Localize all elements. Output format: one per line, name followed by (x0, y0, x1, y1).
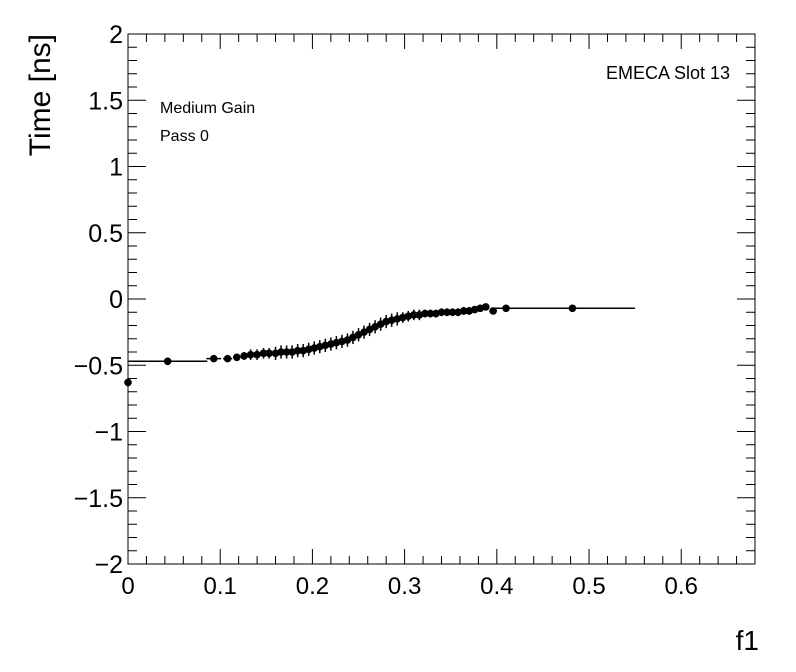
x-tick-label: 0.6 (665, 573, 698, 600)
point-marker (259, 349, 268, 358)
data-point (443, 308, 451, 317)
x-tick-label: 0.4 (480, 573, 513, 600)
x-axis-label: f1 (736, 625, 759, 656)
point-marker (437, 308, 446, 317)
y-tick-label: 0.5 (88, 220, 123, 248)
data-point (222, 354, 233, 363)
data-points (124, 303, 636, 387)
x-tick-label: 0.3 (388, 573, 421, 600)
data-point (437, 308, 446, 317)
y-axis-label: Time [ns] (24, 34, 57, 156)
data-point (459, 306, 468, 315)
point-marker (410, 311, 418, 319)
point-marker (459, 307, 468, 315)
y-tick-labels: −2 −1.5 −1 −0.5 0 0.5 1 1.5 2 (74, 21, 123, 579)
y-tick-label: −0.5 (74, 352, 123, 380)
point-marker (233, 353, 241, 362)
y-tick-label: −2 (94, 551, 123, 579)
axis-ticks (127, 33, 756, 565)
y-tick-label: −1.5 (74, 485, 123, 513)
point-marker (293, 346, 302, 355)
data-point (240, 352, 248, 360)
annotation-gain: Medium Gain (160, 100, 255, 117)
point-marker (443, 308, 451, 317)
point-marker (246, 350, 255, 359)
data-point (265, 348, 273, 359)
data-point (338, 334, 346, 349)
data-point (233, 353, 241, 362)
x-tick-labels: 0 0.1 0.2 0.3 0.4 0.5 0.6 (121, 573, 698, 600)
point-marker (163, 357, 172, 366)
point-marker (568, 304, 577, 313)
point-marker (421, 309, 429, 318)
y-tick-label: 2 (109, 21, 123, 49)
x-tick-label: 0.2 (296, 573, 329, 600)
x-tick-label: 0.1 (204, 573, 237, 600)
point-marker (253, 350, 261, 359)
point-marker (209, 354, 218, 363)
point-marker (448, 308, 457, 317)
y-tick-label: −1 (94, 419, 123, 447)
x-tick-label: 0 (121, 573, 134, 600)
x-tick-label: 0.5 (572, 573, 605, 600)
data-point (124, 378, 132, 387)
data-point (509, 304, 636, 313)
data-point (246, 349, 255, 360)
point-marker (223, 354, 232, 363)
point-marker (277, 348, 285, 356)
point-marker (240, 352, 248, 360)
data-point (253, 349, 261, 360)
point-marker (265, 349, 273, 358)
data-point (481, 303, 490, 311)
point-marker (481, 303, 490, 311)
annotation-slot: EMECA Slot 13 (606, 63, 730, 83)
point-marker (502, 304, 510, 313)
point-marker (124, 378, 132, 387)
data-point (206, 354, 222, 363)
y-tick-label: 1.5 (88, 87, 123, 115)
point-marker (426, 309, 435, 318)
data-point (293, 344, 302, 358)
data-point (128, 357, 208, 366)
y-tick-label: 0 (109, 286, 123, 314)
point-marker (282, 348, 291, 356)
annotation-pass: Pass 0 (160, 128, 209, 145)
y-tick-label: 1 (109, 154, 123, 182)
